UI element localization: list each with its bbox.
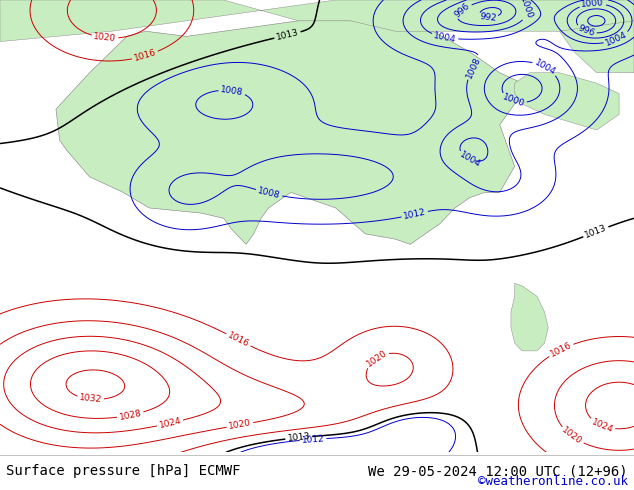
Text: 1016: 1016: [226, 331, 250, 349]
Text: 1008: 1008: [465, 55, 482, 80]
Text: 1013: 1013: [275, 28, 300, 42]
Text: 1008: 1008: [257, 186, 281, 200]
Text: 996: 996: [577, 24, 596, 39]
Polygon shape: [515, 73, 619, 130]
Polygon shape: [511, 283, 548, 351]
Polygon shape: [56, 21, 529, 245]
Text: 1024: 1024: [590, 417, 614, 434]
Text: 1028: 1028: [118, 409, 143, 422]
Text: 1000: 1000: [501, 93, 526, 109]
Text: 1008: 1008: [220, 85, 244, 97]
Text: 992: 992: [479, 12, 497, 23]
Text: 1000: 1000: [518, 0, 534, 20]
Text: 1024: 1024: [158, 416, 182, 430]
Text: Surface pressure [hPa] ECMWF: Surface pressure [hPa] ECMWF: [6, 465, 241, 478]
Polygon shape: [559, 0, 634, 73]
Text: 1004: 1004: [533, 58, 557, 77]
Text: We 29-05-2024 12:00 UTC (12+96): We 29-05-2024 12:00 UTC (12+96): [368, 465, 628, 478]
Text: 1020: 1020: [93, 32, 117, 44]
Text: 1004: 1004: [433, 31, 457, 44]
Text: 1032: 1032: [79, 393, 103, 405]
Text: 1020: 1020: [365, 348, 389, 368]
Text: 1020: 1020: [560, 426, 584, 446]
Polygon shape: [0, 0, 634, 42]
Text: ©weatheronline.co.uk: ©weatheronline.co.uk: [477, 475, 628, 488]
Text: 1004: 1004: [458, 150, 482, 169]
Text: 1016: 1016: [133, 48, 157, 63]
Text: 1013: 1013: [287, 432, 311, 443]
Text: 1004: 1004: [604, 30, 629, 48]
Text: 996: 996: [453, 1, 472, 19]
Text: 1012: 1012: [403, 207, 427, 221]
Text: 1020: 1020: [228, 418, 252, 431]
Text: 1000: 1000: [581, 0, 604, 9]
Text: 1013: 1013: [583, 223, 608, 240]
Text: 1012: 1012: [301, 434, 325, 445]
Text: 1016: 1016: [548, 341, 573, 359]
